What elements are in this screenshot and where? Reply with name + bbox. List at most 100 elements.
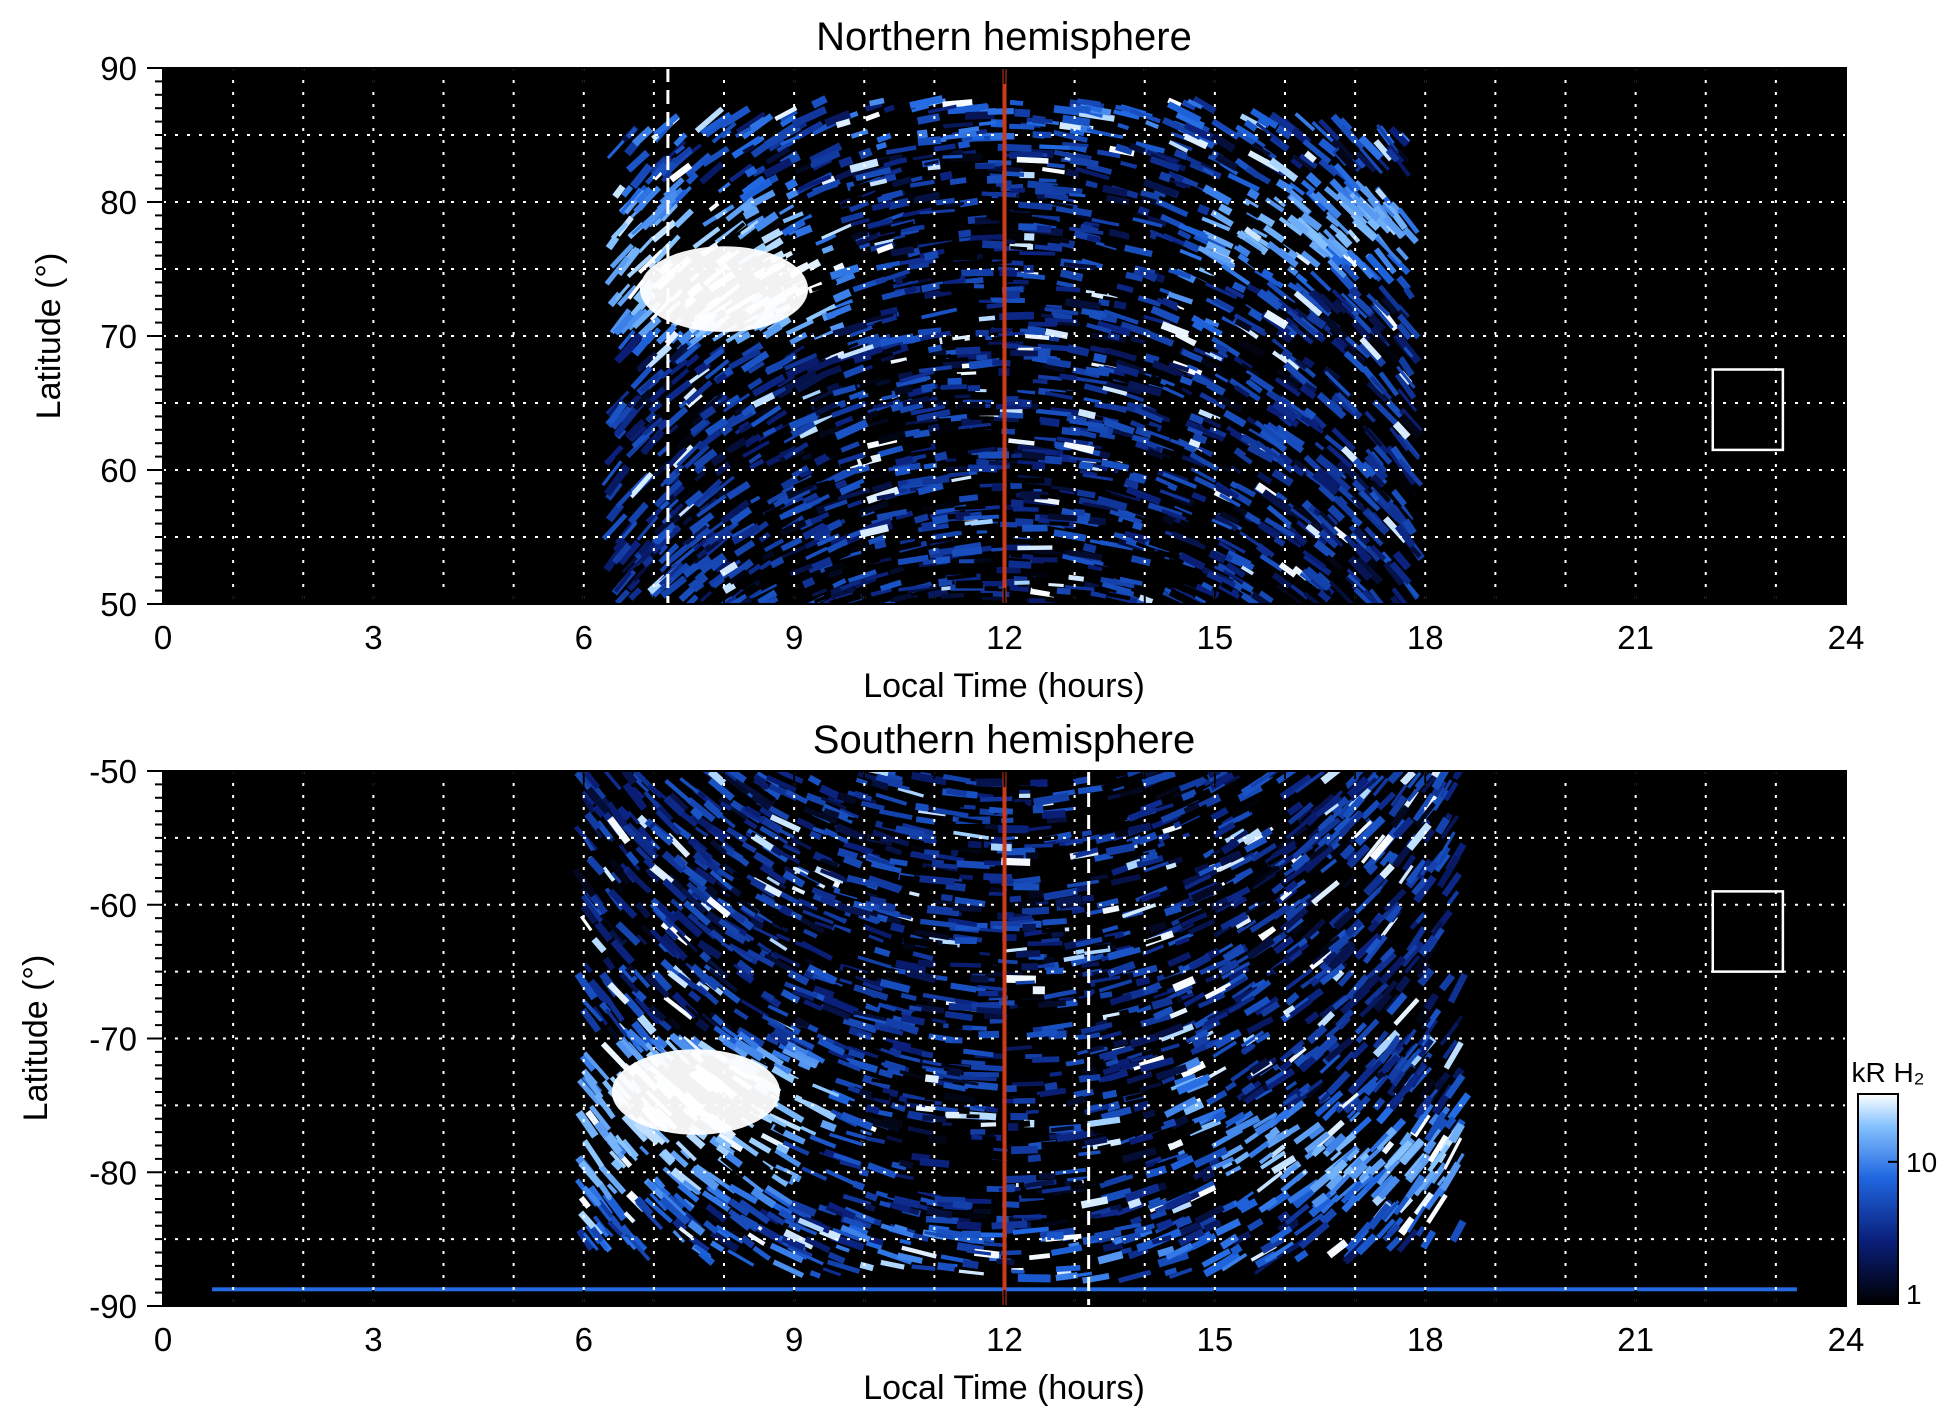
n-emission-stroke (610, 405, 632, 430)
s-emission-stroke (846, 874, 878, 889)
s-emission-stroke (862, 924, 893, 940)
s-emission-stroke (649, 863, 675, 886)
s-emission-stroke (1191, 1106, 1226, 1125)
n-emission-stroke (1069, 226, 1104, 235)
s-emission-stroke (895, 1144, 916, 1153)
n-emission-stroke (807, 258, 822, 271)
s-emission-stroke (1139, 889, 1174, 907)
s-emission-stroke (879, 808, 913, 820)
n-emission-stroke (660, 367, 673, 379)
n-emission-stroke (954, 505, 986, 511)
s-emission-stroke (1354, 1095, 1371, 1113)
s-emission-stroke (1406, 822, 1432, 851)
s-emission-stroke (1303, 844, 1335, 874)
s-emission-stroke (915, 816, 936, 825)
n-emission-stroke (1364, 410, 1376, 423)
n-emission-stroke (1246, 188, 1260, 201)
s-emission-stroke (1197, 793, 1222, 811)
s-emission-stroke (582, 962, 593, 974)
s-emission-stroke (692, 851, 709, 867)
s-emission-stroke (1068, 1241, 1080, 1248)
n-emission-stroke (1115, 143, 1134, 155)
n-emission-stroke (693, 530, 716, 551)
n-emission-stroke (1276, 369, 1301, 388)
s-emission-stroke (950, 962, 982, 968)
s-emission-stroke (1364, 982, 1389, 1006)
n-emission-stroke (1213, 186, 1236, 202)
n-emission-stroke (1358, 134, 1384, 161)
n-emission-stroke (942, 131, 977, 141)
s-emission-stroke (1415, 801, 1437, 828)
n-emission-stroke (668, 424, 679, 434)
s-emission-stroke (676, 972, 708, 997)
n-emission-stroke (1239, 531, 1264, 549)
s-emission-stroke (948, 1023, 963, 1030)
n-emission-stroke (1056, 587, 1071, 595)
n-emission-stroke (1021, 332, 1051, 341)
s-emission-stroke (731, 1135, 759, 1157)
n-emission-stroke (1238, 238, 1262, 258)
n-emission-stroke (1365, 448, 1388, 473)
s-emission-stroke (602, 956, 616, 971)
s-emission-stroke (1268, 1225, 1293, 1245)
s-emission-stroke (574, 971, 598, 1001)
n-emission-stroke (1040, 313, 1054, 319)
n-emission-stroke (1124, 477, 1139, 489)
s-emission-stroke (1431, 771, 1450, 791)
n-emission-stroke (1089, 539, 1113, 547)
n-emission-stroke (755, 404, 776, 419)
s-emission-stroke (1231, 894, 1244, 904)
n-emission-stroke (1373, 444, 1393, 465)
n-emission-stroke (673, 208, 694, 229)
s-emission-stroke (825, 1206, 843, 1217)
n-emission-stroke (890, 357, 908, 364)
s-emission-stroke (832, 926, 856, 943)
s-emission-stroke (970, 1064, 1003, 1072)
n-emission-stroke (1355, 151, 1377, 173)
s-emission-stroke (738, 1199, 771, 1225)
n-emission-stroke (776, 139, 795, 153)
s-emission-stroke (1080, 1196, 1109, 1209)
n-emission-stroke (1366, 293, 1391, 317)
s-emission-stroke (1230, 1243, 1243, 1256)
n-emission-stroke (1259, 553, 1284, 572)
s-emission-stroke (659, 1195, 691, 1226)
s-emission-stroke (1199, 1215, 1218, 1230)
n-emission-stroke (1090, 588, 1108, 599)
s-emission-stroke (604, 1133, 623, 1155)
s-emission-stroke (913, 998, 928, 1006)
s-emission-stroke (1227, 965, 1250, 981)
n-emission-stroke (1022, 448, 1057, 456)
s-emission-stroke (1283, 903, 1297, 917)
n-emission-stroke (1127, 380, 1163, 397)
s-emission-stroke (797, 1058, 813, 1071)
s-emission-stroke (823, 807, 840, 820)
n-emission-stroke (1201, 216, 1231, 232)
n-emission-stroke (1075, 166, 1110, 181)
n-emission-stroke (1316, 514, 1339, 536)
s-emission-stroke (1393, 997, 1420, 1026)
n-emission-stroke (1308, 290, 1332, 314)
n-emission-stroke (1369, 375, 1393, 401)
n-emission-stroke (1331, 288, 1355, 313)
n-emission-stroke (1171, 531, 1207, 550)
n-emission-stroke (1189, 451, 1220, 472)
s-emission-stroke (1159, 1023, 1195, 1042)
s-emission-stroke (826, 796, 842, 806)
n-emission-stroke (1032, 131, 1052, 139)
s-emission-stroke (646, 1212, 664, 1231)
n-emission-stroke (685, 379, 713, 406)
n-emission-stroke (1055, 204, 1093, 218)
s-emission-stroke (1058, 994, 1075, 1004)
n-emission-stroke (1052, 185, 1083, 196)
s-emission-stroke (1284, 991, 1300, 1007)
s-emission-stroke (1260, 827, 1273, 839)
n-emission-stroke (1345, 336, 1371, 359)
s-emission-stroke (1232, 779, 1248, 791)
n-emission-stroke (1396, 275, 1411, 292)
s-emission-stroke (962, 1048, 994, 1058)
s-emission-stroke (1376, 791, 1397, 811)
s-emission-stroke (772, 1100, 805, 1123)
s-emission-stroke (1258, 1197, 1278, 1214)
s-emission-stroke (801, 1166, 828, 1181)
